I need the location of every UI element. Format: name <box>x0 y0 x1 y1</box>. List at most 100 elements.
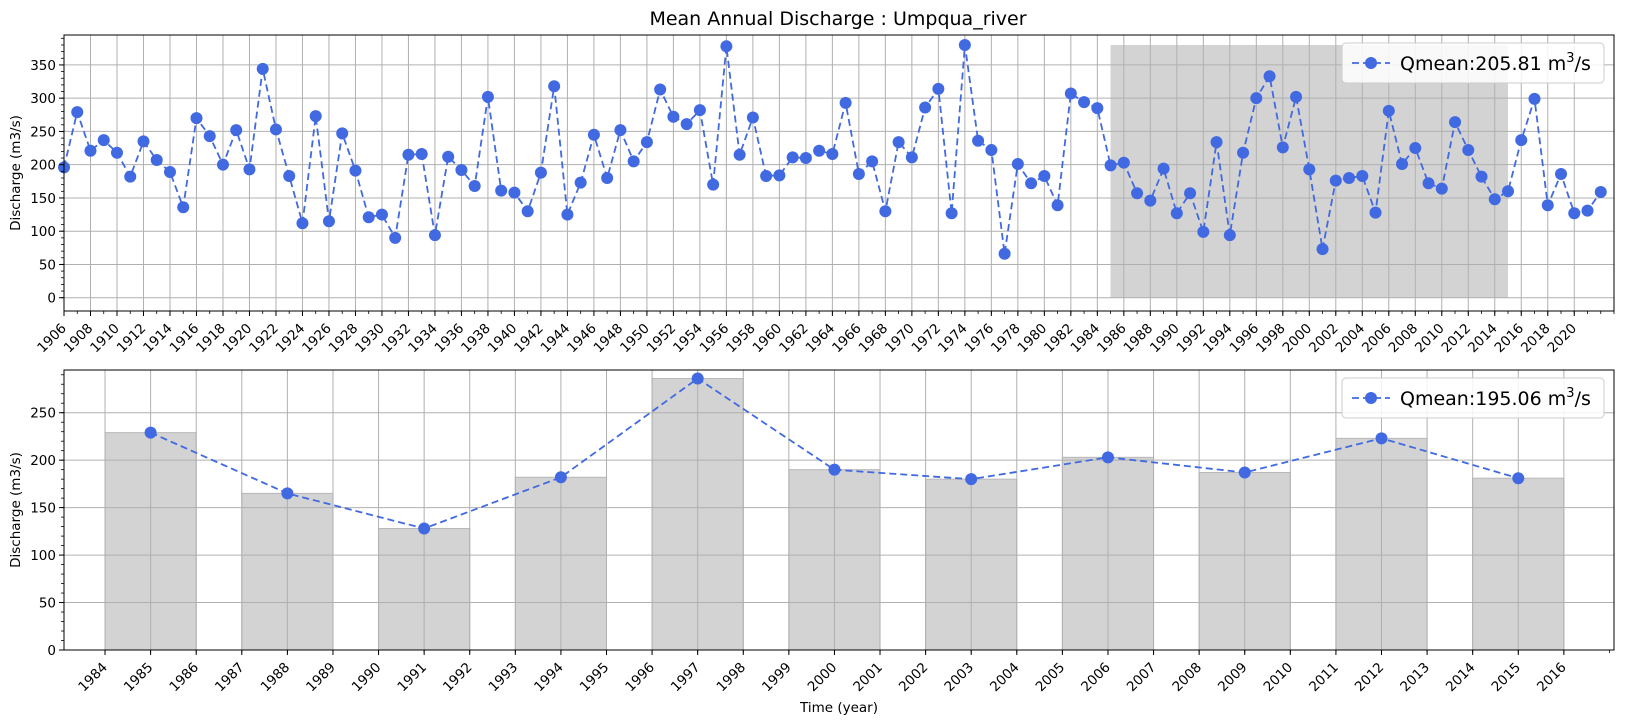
data-point <box>587 128 600 141</box>
data-point <box>243 163 256 176</box>
x-tick-label: 1989 <box>303 660 339 696</box>
x-tick-label: 2006 <box>1078 660 1114 696</box>
data-point <box>1369 206 1382 219</box>
data-point <box>1475 170 1488 183</box>
data-point <box>1170 207 1183 220</box>
data-point <box>1250 92 1263 105</box>
data-point <box>442 150 455 163</box>
data-point <box>826 148 839 161</box>
x-tick-label: 1994 <box>1200 321 1236 357</box>
data-point <box>866 155 879 168</box>
data-point <box>760 169 773 182</box>
panel-annual-discharge: 0501001502002503003501906190819101912191… <box>8 34 1615 357</box>
data-point <box>508 186 521 199</box>
data-point <box>309 110 322 123</box>
x-tick-label: 1944 <box>538 321 574 357</box>
data-point <box>1303 163 1316 176</box>
data-point <box>402 148 415 161</box>
data-point <box>548 80 561 93</box>
data-point <box>1488 193 1501 206</box>
data-point <box>1396 158 1409 171</box>
x-tick-label: 1974 <box>935 321 971 357</box>
data-point <box>216 158 229 171</box>
x-tick-label: 2020 <box>1544 321 1580 357</box>
data-point <box>322 215 335 228</box>
data-point <box>1184 187 1197 200</box>
legend-frame <box>1341 42 1605 84</box>
x-tick-label: 2012 <box>1438 321 1474 357</box>
x-tick-label: 1930 <box>352 321 388 357</box>
data-point <box>1197 225 1210 238</box>
data-point <box>786 151 799 164</box>
data-point <box>495 184 508 197</box>
data-point <box>813 144 826 157</box>
x-tick-label: 1910 <box>87 321 123 357</box>
data-point <box>667 110 680 123</box>
x-tick-label: 1948 <box>591 321 627 357</box>
data-point <box>534 166 547 179</box>
data-point <box>1144 194 1157 207</box>
x-tick-label: 1912 <box>114 321 150 357</box>
x-tick-label: 1970 <box>882 321 918 357</box>
data-point <box>892 136 905 149</box>
x-tick-label: 1998 <box>713 660 749 696</box>
data-point <box>1290 90 1303 103</box>
x-tick-label: 2008 <box>1169 660 1205 696</box>
x-tick-label: 1985 <box>121 660 157 696</box>
data-point <box>972 134 985 147</box>
data-point <box>1051 199 1064 212</box>
data-point <box>1101 451 1114 464</box>
data-point <box>554 471 567 484</box>
data-point <box>1316 243 1329 256</box>
data-point <box>97 134 110 147</box>
data-point <box>281 487 294 500</box>
data-point <box>1329 174 1342 187</box>
x-tick-label: 2018 <box>1518 321 1554 357</box>
y-tick-label: 50 <box>39 257 56 273</box>
x-tick-label: 2010 <box>1412 321 1448 357</box>
data-point <box>336 127 349 140</box>
data-point <box>1528 92 1541 105</box>
data-point <box>733 148 746 161</box>
data-point <box>428 229 441 242</box>
data-point <box>468 179 481 192</box>
data-point <box>574 176 587 189</box>
x-tick-label: 1988 <box>1121 321 1157 357</box>
data-point <box>958 38 971 51</box>
data-point <box>375 208 388 221</box>
x-tick-label: 2000 <box>805 660 841 696</box>
y-tick-label: 250 <box>30 406 56 422</box>
data-point <box>1555 167 1568 180</box>
x-tick-label: 1956 <box>697 321 733 357</box>
x-tick-label: 1999 <box>759 660 795 696</box>
x-tick-label: 1992 <box>1174 321 1210 357</box>
x-tick-label: 1906 <box>34 321 70 357</box>
x-tick-label: 2001 <box>850 660 886 696</box>
data-point <box>799 152 812 165</box>
x-tick-label: 1964 <box>803 321 839 357</box>
data-point <box>1064 87 1077 100</box>
x-tick-label: 1936 <box>432 321 468 357</box>
data-point <box>680 118 693 131</box>
data-point <box>1409 142 1422 155</box>
x-tick-label: 1942 <box>511 321 547 357</box>
panel-period-discharge: 0 50 100 150 200 250 1984 1985 1986 1987 1988 1989 1… <box>8 369 1615 716</box>
data-point <box>852 167 865 180</box>
x-tick-label: 1916 <box>167 321 203 357</box>
data-point <box>1568 207 1581 220</box>
x-tick-label: 1946 <box>564 321 600 357</box>
x-tick-label: 1991 <box>394 660 430 696</box>
data-point <box>561 208 574 221</box>
y-tick-label: 300 <box>30 91 56 107</box>
plot-frame <box>63 34 1615 312</box>
data-point <box>746 111 759 124</box>
data-point <box>1223 229 1236 242</box>
data-point <box>521 205 534 218</box>
data-point <box>1276 141 1289 154</box>
data-point <box>998 247 1011 260</box>
x-tick-label: 1922 <box>246 321 282 357</box>
x-tick-label: 2002 <box>1306 321 1342 357</box>
data-point <box>945 207 958 220</box>
x-tick-label: 2003 <box>941 660 977 696</box>
